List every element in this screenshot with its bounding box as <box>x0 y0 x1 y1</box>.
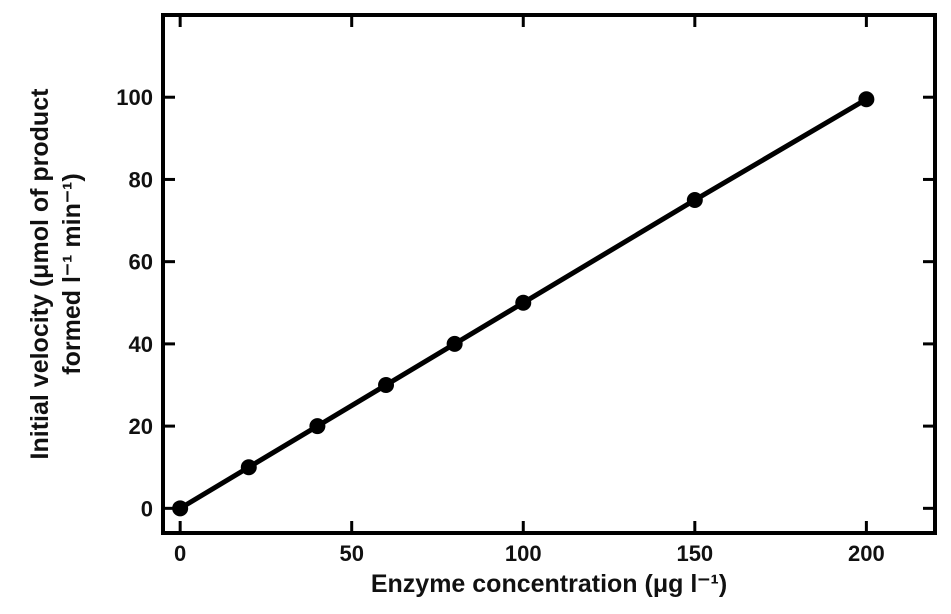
x-tick-label: 0 <box>174 541 186 566</box>
data-point <box>446 335 463 352</box>
y-tick-label: 100 <box>116 85 153 110</box>
data-point <box>686 192 703 208</box>
data-point <box>378 377 395 393</box>
x-tick-label: 100 <box>505 541 542 566</box>
y-tick-label: 40 <box>129 332 153 357</box>
y-tick-label: 80 <box>129 167 153 192</box>
x-tick-label: 50 <box>339 541 363 566</box>
x-tick-label: 150 <box>676 541 713 566</box>
y-axis-label-line: Initial velocity (μmol of product <box>26 88 54 460</box>
data-point <box>172 500 189 517</box>
data-line <box>178 97 868 511</box>
y-tick-label: 20 <box>129 414 153 439</box>
x-axis-label: Enzyme concentration (μg l⁻¹) <box>371 570 727 598</box>
x-tick-label: 200 <box>848 541 885 566</box>
y-tick-label: 60 <box>129 250 153 275</box>
plot-frame <box>161 13 937 535</box>
data-point <box>858 91 875 108</box>
data-point <box>240 459 257 476</box>
y-axis-label: Initial velocity (μmol of product formed… <box>26 88 86 460</box>
y-axis-label-line: formed l⁻¹ min⁻¹) <box>58 173 86 374</box>
data-point <box>309 418 326 435</box>
y-tick-label: 0 <box>141 496 153 521</box>
data-point <box>515 294 532 311</box>
